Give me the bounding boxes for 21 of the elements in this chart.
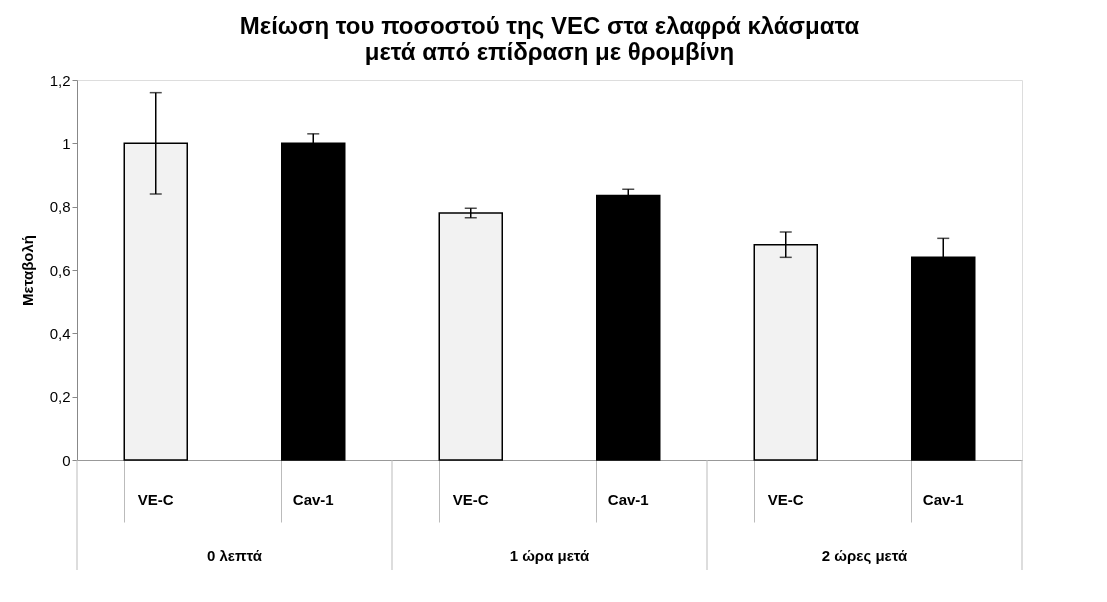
x-tick-label: Cav-1 (922, 490, 964, 508)
x-tick-label: Cav-1 (607, 490, 649, 508)
y-tick-label: 0 (62, 451, 71, 469)
y-tick-label: 0,4 (49, 324, 71, 342)
y-axis-title: Μεταβολή (18, 235, 36, 306)
text: 1 ώρα μετά (509, 547, 591, 564)
bar (438, 212, 503, 461)
x-tick-label: VE-C (452, 490, 489, 508)
x-tick-label: VE-C (767, 490, 804, 508)
text: 0 λεπτά (207, 547, 263, 564)
text: 2 ώρες μετά (821, 547, 908, 564)
x-tick-label: Cav-1 (292, 490, 334, 508)
text: Μείωση του ποσοστού της VEC στα ελαφρά κλάσματα (239, 12, 860, 39)
y-tick-label: 1,2 (49, 71, 71, 89)
text: μετά από επίδραση με θρομβίνη (364, 38, 735, 65)
x-tick-label: VE-C (137, 490, 174, 508)
y-tick-label: 1 (62, 134, 71, 152)
y-tick-label: 0,8 (49, 198, 71, 216)
y-tick-label: 0,2 (49, 388, 71, 406)
bar (596, 194, 661, 461)
y-tick-label: 0,6 (49, 261, 71, 279)
